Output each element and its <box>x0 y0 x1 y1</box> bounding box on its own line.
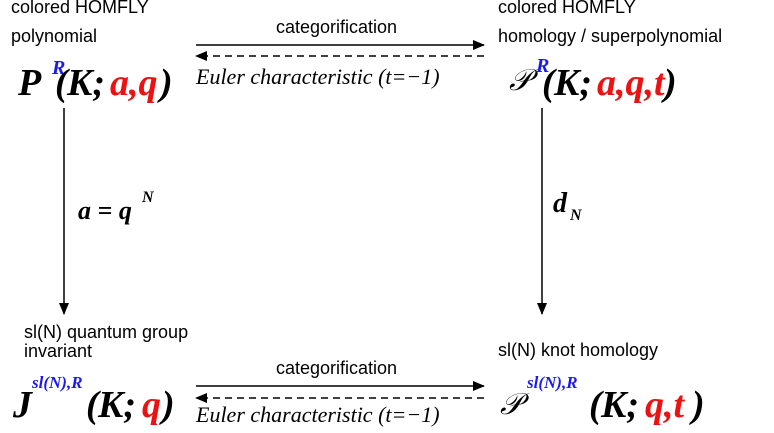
top-left-superscript: R <box>52 57 66 79</box>
bottom-right-vars: q,t <box>645 384 685 426</box>
left-arrow-label-main: a = q <box>78 196 132 225</box>
right-arrow-label-sub: N <box>570 207 582 224</box>
bottom-right-caption-line1: sl(N) knot homology <box>498 340 659 360</box>
bottom-left-superscript: sl(N),R <box>32 373 83 392</box>
top-left-symbol: P <box>18 62 42 104</box>
top-left-open-paren: ( <box>55 62 68 104</box>
bottom-left-knot: K; <box>98 384 136 426</box>
bottom-left-vars: q <box>142 384 161 426</box>
bottom-right-superscript: sl(N),R <box>527 373 578 392</box>
top-right-open-paren: ( <box>542 62 555 104</box>
top-left-caption-line1: colored HOMFLY <box>11 0 149 17</box>
left-arrow-label-exp: N <box>142 189 154 206</box>
top-right-knot: K; <box>554 62 592 104</box>
bottom-left-open-paren: ( <box>86 384 99 426</box>
bottom-right-symbol: 𝒫 <box>500 388 522 421</box>
bottom-right-close-paren: ) <box>692 384 705 426</box>
top-left-knot: K; <box>67 62 105 104</box>
top-right-close-paren: ) <box>664 62 677 104</box>
bottom-left-caption-line1: sl(N) quantum group <box>24 322 189 342</box>
top-right-caption-line1: colored HOMFLY <box>498 0 636 17</box>
top-right-caption-line2: homology / superpolynomial <box>498 26 723 46</box>
bottom-right-knot: K; <box>601 384 639 426</box>
bottom-categorification-label: categorification <box>276 358 398 378</box>
bottom-left-symbol: J <box>13 384 32 426</box>
bottom-right-open-paren: ( <box>589 384 602 426</box>
top-right-symbol: 𝒫 <box>509 64 531 97</box>
bottom-left-close-paren: ) <box>162 384 175 426</box>
right-arrow-label-main: d <box>553 188 567 219</box>
top-left-caption-line2: polynomial <box>11 26 98 46</box>
top-right-superscript: R <box>536 55 550 77</box>
top-euler-label: Euler characteristic (t=−1) <box>196 64 440 89</box>
top-right-vars: a,q,t <box>597 62 665 104</box>
top-categorification-label: categorification <box>276 17 398 37</box>
bottom-left-caption-line2: invariant <box>24 341 93 361</box>
top-left-close-paren: ) <box>160 62 173 104</box>
bottom-euler-label: Euler characteristic (t=−1) <box>196 402 440 427</box>
top-left-vars: a,q <box>110 62 158 104</box>
